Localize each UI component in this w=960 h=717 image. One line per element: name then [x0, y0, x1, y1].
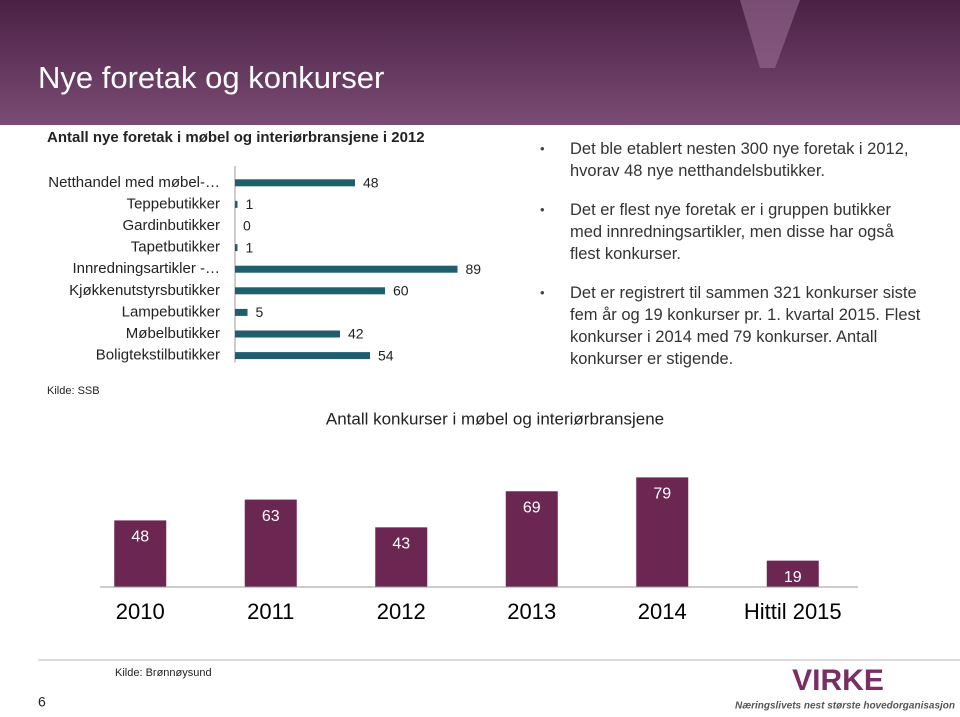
value-label: 1	[246, 239, 254, 255]
bullet-list: Det ble etablert nesten 300 nye foretak …	[540, 138, 925, 387]
value-label: 63	[262, 508, 280, 525]
bar	[235, 244, 238, 252]
y-tick-label: Lampebutikker	[122, 303, 220, 320]
source: Kilde: Brønnøysund	[115, 667, 212, 679]
logo: VIRKE	[792, 664, 884, 697]
value-label: 5	[256, 304, 264, 320]
bullet: Det ble etablert nesten 300 nye foretak …	[540, 138, 925, 182]
bar	[636, 477, 689, 587]
bullet: Det er flest nye foretak er i gruppen bu…	[540, 199, 925, 265]
value-label: 60	[393, 283, 409, 299]
y-tick-label: Møbelbutikker	[126, 325, 220, 342]
value-label: 69	[523, 499, 541, 516]
chart-title: Antall konkurser i møbel og interiørbran…	[326, 409, 664, 428]
y-tick-label: Tapetbutikker	[131, 239, 220, 256]
value-label: 1	[246, 196, 254, 212]
value-label: 48	[131, 529, 149, 546]
value-label: 19	[784, 569, 802, 586]
header-decoration	[740, 0, 800, 68]
bar	[235, 352, 370, 360]
x-tick-label: 2011	[247, 599, 294, 624]
x-tick-label: Hittil 2015	[744, 599, 842, 624]
bar	[235, 330, 340, 338]
value-label: 54	[378, 347, 394, 363]
x-tick-label: 2014	[638, 599, 687, 624]
value-label: 48	[363, 175, 379, 191]
x-tick-label: 2013	[507, 599, 556, 624]
bar	[114, 520, 167, 587]
bar	[235, 179, 355, 187]
y-tick-label: Kjøkkenutstyrsbutikker	[69, 282, 220, 299]
y-tick-label: Innredningsartikler -…	[72, 260, 220, 277]
bar	[235, 265, 458, 273]
header-band	[0, 0, 960, 125]
value-label: 79	[653, 486, 671, 503]
value-label: 89	[466, 261, 482, 277]
y-tick-label: Gardinbutikker	[122, 217, 220, 234]
value-label: 43	[392, 536, 410, 553]
logo-tagline: Næringslivets nest største hovedorganisa…	[735, 701, 955, 712]
source: Kilde: SSB	[47, 385, 100, 397]
slide-title: Nye foretak og konkurser	[38, 60, 384, 95]
x-tick-label: 2012	[377, 599, 426, 624]
y-tick-label: Teppebutikker	[127, 195, 220, 212]
bar	[235, 287, 385, 295]
y-tick-label: Boligtekstilbutikker	[96, 347, 220, 364]
bar	[766, 560, 819, 587]
value-label: 42	[348, 326, 364, 342]
bar	[505, 491, 558, 587]
bar	[244, 499, 297, 587]
y-tick-label: Netthandel med møbel-…	[48, 174, 220, 191]
chart-title: Antall nye foretak i møbel og interiørbr…	[47, 129, 425, 146]
bar	[235, 200, 238, 208]
bullet: Det er registrert til sammen 321 konkurs…	[540, 282, 925, 370]
value-label: 0	[243, 218, 251, 234]
page-number: 6	[38, 694, 46, 710]
x-tick-label: 2010	[116, 599, 165, 624]
bar	[375, 527, 428, 587]
bar	[235, 308, 248, 316]
